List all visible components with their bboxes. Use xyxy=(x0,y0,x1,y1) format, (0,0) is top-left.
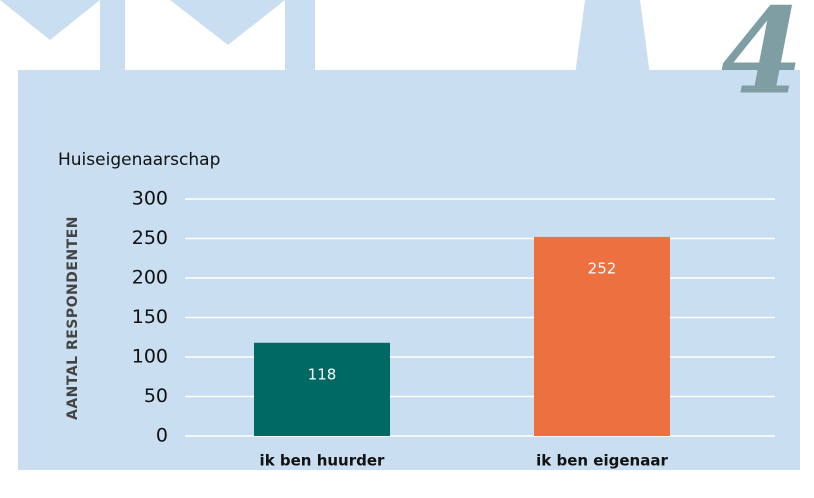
chart-title: Huiseigenaarschap xyxy=(58,150,220,170)
y-tick-label: 200 xyxy=(132,267,168,289)
x-tick-label: ik ben huurder xyxy=(260,452,385,470)
decoration xyxy=(0,0,800,470)
x-tick-label: ik ben eigenaar xyxy=(536,452,668,470)
y-axis-label: AANTAL RESPONDENTEN xyxy=(65,216,81,420)
chart: 4 Huiseigenaarschap AANTAL RESPONDENTEN … xyxy=(0,0,814,498)
y-tick-label: 100 xyxy=(132,346,168,368)
y-tick-label: 150 xyxy=(132,306,168,328)
page-number: 4 xyxy=(721,0,803,121)
y-tick-label: 0 xyxy=(156,425,168,447)
y-tick-label: 250 xyxy=(132,227,168,249)
y-tick-label: 50 xyxy=(144,385,168,407)
page: 4 Huiseigenaarschap AANTAL RESPONDENTEN … xyxy=(0,0,814,498)
value-label: 252 xyxy=(588,259,617,277)
value-label: 118 xyxy=(308,365,337,383)
y-tick-label: 300 xyxy=(132,188,168,210)
bar xyxy=(254,343,390,436)
